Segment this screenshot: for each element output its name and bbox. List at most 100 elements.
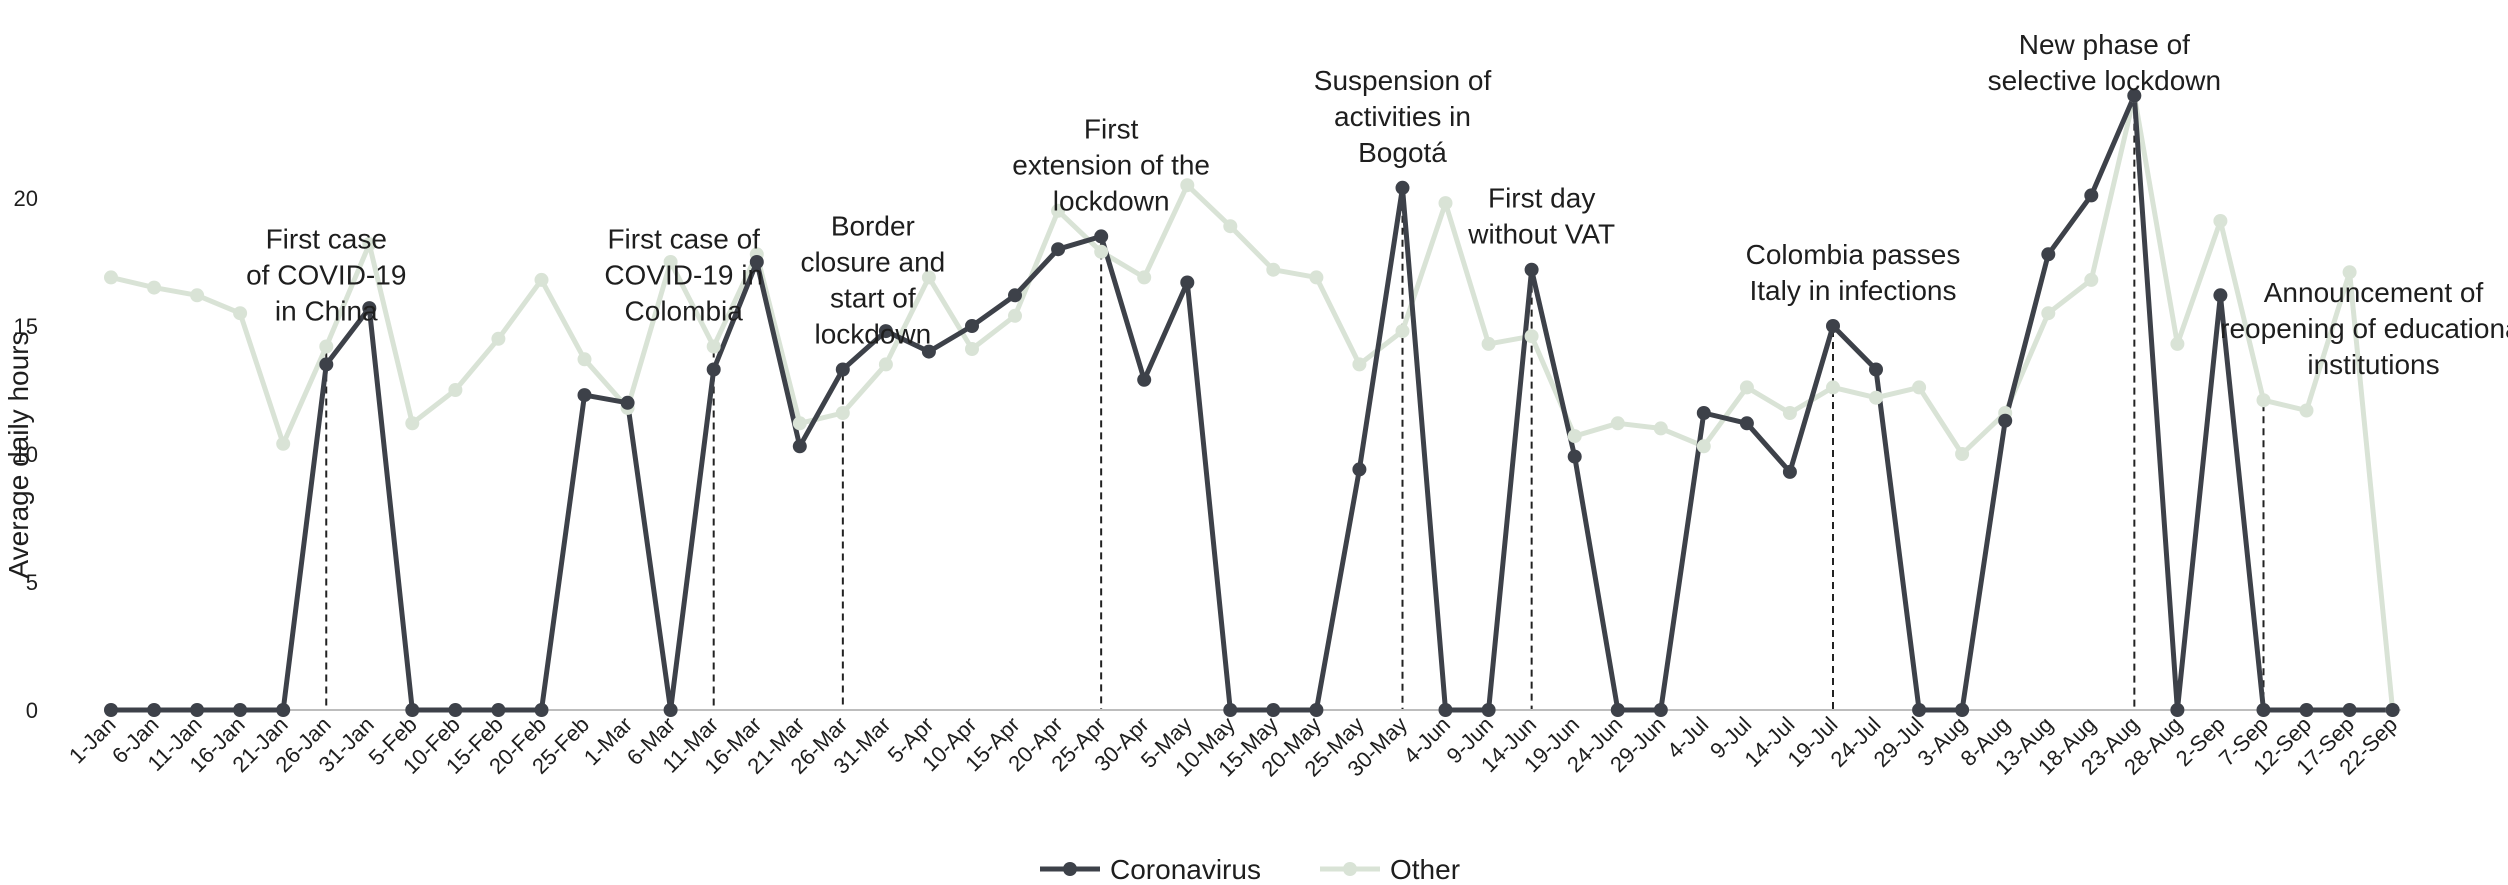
x-tick-label: 1-Jan xyxy=(64,712,121,769)
annotation-line: lockdown xyxy=(1053,185,1170,216)
annotation-colombia-italy: Colombia passes Italy in infections xyxy=(1746,239,1961,306)
data-point-other xyxy=(2041,306,2056,321)
data-point-other xyxy=(2299,403,2314,418)
data-point-coronavirus xyxy=(2299,703,2314,717)
annotation-line: First case xyxy=(266,223,387,254)
annotation-line: lockdown xyxy=(814,319,931,350)
y-tick-label: 20 xyxy=(14,186,38,211)
data-point-coronavirus xyxy=(2256,703,2271,717)
annotation-line: start of xyxy=(830,283,916,314)
data-point-coronavirus xyxy=(1610,703,1625,717)
data-point-coronavirus xyxy=(1653,703,1668,717)
annotation-line: reopening of educational xyxy=(2220,313,2508,344)
annotation-line: closure and xyxy=(800,247,945,278)
data-point-other xyxy=(1696,439,1711,454)
data-point-coronavirus xyxy=(1912,703,1927,717)
data-point-coronavirus xyxy=(965,319,979,333)
data-point-other xyxy=(2084,272,2099,287)
data-point-other xyxy=(1094,244,1109,259)
legend: Coronavirus Other xyxy=(1040,854,1460,885)
y-tick-label: 10 xyxy=(14,442,38,467)
annotation-line: COVID-19 in xyxy=(604,259,763,290)
annotation-line: extension of the xyxy=(1012,149,1210,180)
annotation-reopening-education: Announcement of reopening of educational i… xyxy=(2220,277,2508,380)
data-point-coronavirus xyxy=(2127,88,2142,103)
data-point-other xyxy=(448,383,463,397)
data-point-other xyxy=(1481,336,1496,351)
data-point-other xyxy=(706,339,721,354)
data-point-other xyxy=(921,270,936,285)
y-tick-label: 5 xyxy=(26,570,38,595)
data-point-other xyxy=(1137,270,1152,285)
data-point-other xyxy=(2213,214,2228,228)
legend-marker-other xyxy=(1343,862,1357,876)
data-point-other xyxy=(1524,329,1539,344)
x-tick-label: 3-Aug xyxy=(1912,712,1971,771)
y-axis-ticks: 0 5 10 15 20 xyxy=(14,186,38,723)
data-point-other xyxy=(1051,203,1066,218)
data-point-other xyxy=(1610,416,1625,431)
y-axis-label: Average daily hours xyxy=(3,332,34,579)
annotation-line: without VAT xyxy=(1467,219,1615,250)
data-point-coronavirus xyxy=(1524,262,1539,277)
data-point-other xyxy=(663,255,678,269)
data-point-coronavirus xyxy=(577,388,592,403)
annotation-line: Announcement of xyxy=(2264,277,2484,308)
data-point-coronavirus xyxy=(1137,372,1152,387)
data-point-coronavirus xyxy=(1696,406,1711,420)
data-point-coronavirus xyxy=(1266,703,1281,717)
annotation-line: of COVID-19 xyxy=(246,259,406,290)
data-point-coronavirus xyxy=(1567,449,1582,464)
data-point-other xyxy=(577,352,592,367)
data-point-coronavirus xyxy=(276,703,291,717)
data-point-other xyxy=(1567,429,1582,444)
data-point-other xyxy=(1438,196,1453,211)
annotation-line: selective lockdown xyxy=(1988,65,2221,96)
data-point-other xyxy=(835,406,850,420)
data-point-other xyxy=(1008,308,1022,323)
data-point-coronavirus xyxy=(1739,416,1754,431)
data-point-coronavirus xyxy=(362,301,377,316)
data-point-other xyxy=(965,342,979,356)
annotation-suspension-bogota: Suspension of activities in Bogotá xyxy=(1314,65,1492,168)
data-point-coronavirus xyxy=(319,357,334,372)
data-point-other xyxy=(362,237,377,252)
annotation-line: First xyxy=(1084,113,1139,144)
annotation-covid-china: First case of COVID-19 in China xyxy=(246,223,406,326)
annotation-border-closure: Border closure and start of lockdown xyxy=(800,211,945,350)
data-point-other xyxy=(147,280,162,295)
data-point-coronavirus xyxy=(534,703,549,717)
series-line-other xyxy=(110,93,2396,711)
annotation-line: in China xyxy=(275,295,378,326)
data-point-coronavirus xyxy=(835,362,850,377)
annotations: First case of COVID-19 in China First case … xyxy=(246,29,2508,380)
data-point-coronavirus xyxy=(233,703,248,717)
annotation-line: activities in xyxy=(1334,101,1471,132)
data-point-other xyxy=(878,357,893,372)
data-point-other xyxy=(405,416,420,431)
annotation-first-extension: First extension of the lockdown xyxy=(1012,113,1210,216)
annotation-selective-lockdown: New phase of selective lockdown xyxy=(1988,29,2221,96)
data-point-coronavirus xyxy=(1223,703,1238,717)
data-point-other xyxy=(1955,447,1970,461)
data-point-coronavirus xyxy=(448,703,463,717)
data-point-coronavirus xyxy=(1438,703,1453,717)
data-point-other xyxy=(1180,178,1195,193)
data-point-coronavirus xyxy=(2342,703,2357,717)
data-point-other xyxy=(1869,390,1883,405)
x-tick-label: 1-Mar xyxy=(579,712,637,770)
data-point-coronavirus xyxy=(2213,288,2228,303)
data-point-coronavirus xyxy=(749,255,764,269)
data-point-other xyxy=(104,270,118,285)
data-point-coronavirus xyxy=(2084,188,2099,203)
annotation-line: institutions xyxy=(2307,349,2439,380)
data-point-other xyxy=(1395,324,1410,339)
data-point-coronavirus xyxy=(792,439,807,454)
annotation-line: Bogotá xyxy=(1358,137,1447,168)
annotation-line: Colombia xyxy=(625,295,744,326)
data-point-other xyxy=(2256,393,2271,408)
data-point-other xyxy=(276,436,291,451)
annotation-line: Italy in infections xyxy=(1750,275,1957,306)
data-point-coronavirus xyxy=(706,362,721,377)
data-point-coronavirus xyxy=(878,324,893,339)
